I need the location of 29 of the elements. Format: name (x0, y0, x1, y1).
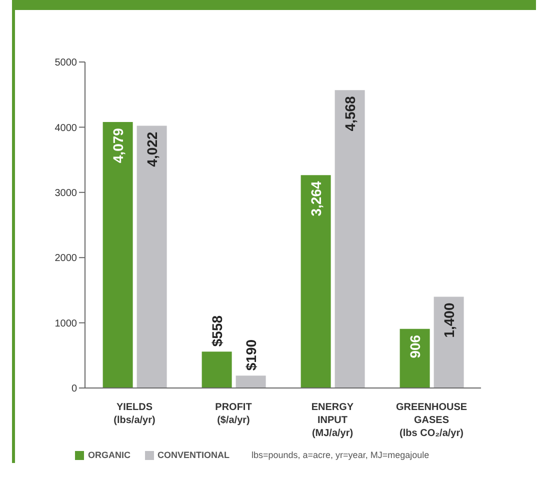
data-label: 4,079 (110, 128, 126, 164)
bar (136, 126, 167, 388)
bar (334, 90, 365, 388)
bar (102, 122, 133, 388)
legend-label: CONVENTIONAL (156, 450, 230, 460)
data-label: $558 (208, 315, 225, 347)
bar (236, 376, 266, 388)
y-tick-label: 4000 (54, 122, 78, 134)
legend-label: ORGANIC (87, 450, 130, 460)
text: lbs=pounds, a=acre, yr=year, MJ=megajoule (252, 450, 430, 460)
bar (434, 296, 464, 388)
data-label: 4,022 (144, 132, 160, 167)
bar (300, 175, 331, 388)
data-label: 4,568 (342, 96, 358, 132)
y-tick-label: 3000 (54, 188, 78, 199)
data-label: 3,264 (308, 180, 324, 216)
x-tick-label: ENERGY INPUT (MJ/a/yr) (311, 402, 354, 439)
x-tick-label: GREENHOUSE GASES (lbs CO₂/a/yr) (396, 402, 468, 439)
x-tick-label: PROFIT ($/a/yr) (215, 402, 252, 426)
y-tick-label: 5000 (54, 58, 78, 69)
y-tick-label: 0 (71, 384, 78, 395)
y-tick-label: 2000 (54, 253, 78, 264)
data-label: 906 (406, 334, 423, 358)
y-tick-label: 1000 (54, 318, 78, 330)
bar (202, 352, 232, 388)
bar (400, 328, 430, 388)
data-label: $190 (242, 339, 259, 371)
data-label: 1,400 (440, 302, 457, 338)
x-tick-label: YIELDS (lbs/a/yr) (114, 402, 156, 426)
